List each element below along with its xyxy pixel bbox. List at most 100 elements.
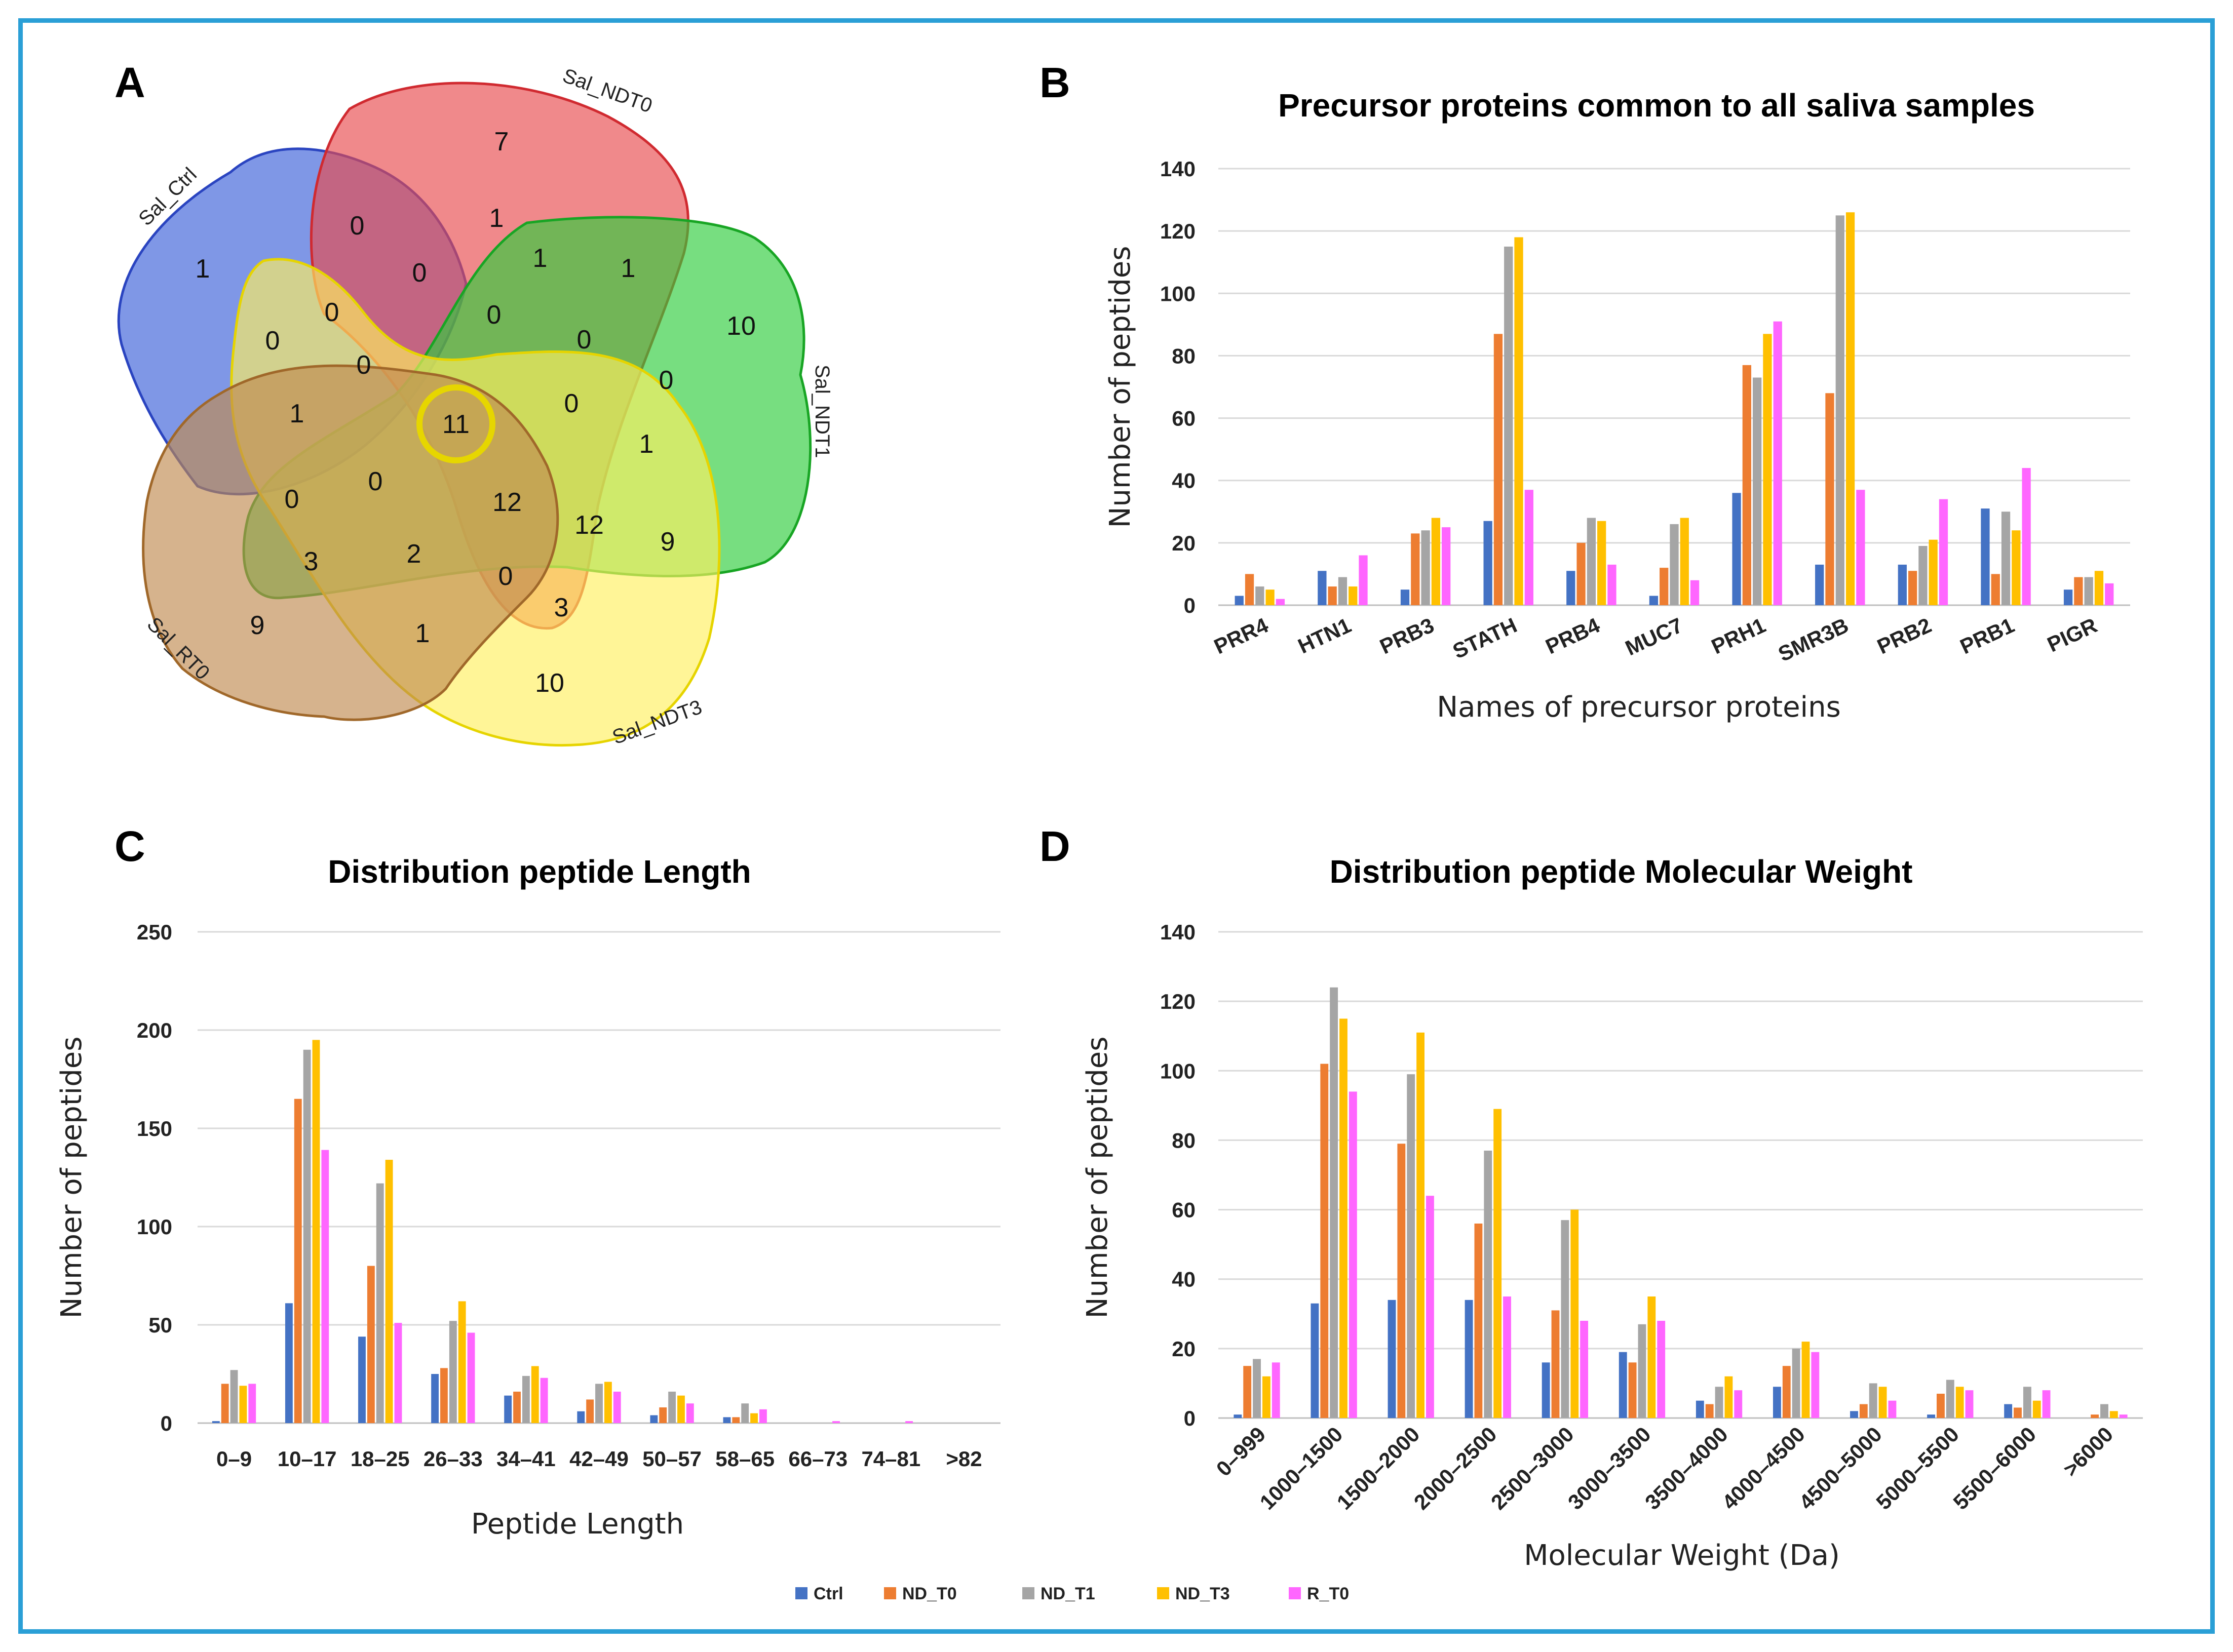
venn-value: 9: [661, 527, 675, 557]
y-tick-label: 100: [137, 1215, 172, 1239]
venn-value: 3: [554, 593, 569, 622]
bar-nd-t0: [1742, 365, 1751, 605]
bar-r-t0: [1690, 580, 1700, 605]
bar-ctrl: [1696, 1400, 1704, 1418]
x-tick-label: 4500–5000: [1794, 1422, 1886, 1514]
x-tick-label: >6000: [2059, 1422, 2118, 1481]
legend-label: ND_T1: [1041, 1584, 1095, 1603]
panel-label-c: C: [114, 822, 145, 870]
bar-nd-t3: [2032, 1400, 2041, 1418]
bar-nd-t3: [531, 1366, 539, 1423]
x-tick-label: 34–41: [496, 1447, 556, 1471]
bar-nd-t0: [732, 1417, 740, 1423]
bar-nd-t3: [1431, 518, 1441, 605]
bar-r-t0: [1272, 1362, 1280, 1418]
bar-nd-t3: [1597, 521, 1606, 605]
bar-nd-t0: [367, 1266, 375, 1423]
bar-ctrl: [1465, 1300, 1473, 1418]
y-tick-label: 100: [1160, 282, 1196, 305]
legend-swatch: [1157, 1587, 1169, 1599]
bar-ctrl: [1619, 1352, 1627, 1418]
venn-value: 10: [726, 311, 756, 341]
venn-value: 1: [415, 619, 430, 648]
bar-ctrl: [577, 1411, 585, 1423]
bar-nd-t3: [1845, 212, 1855, 605]
bar-nd-t0: [1660, 568, 1669, 605]
bar-ctrl: [1235, 596, 1244, 605]
bar-nd-t3: [1262, 1376, 1270, 1418]
bar-nd-t3: [677, 1395, 685, 1423]
bar-ctrl: [1815, 564, 1824, 605]
bar-nd-t3: [1416, 1032, 1424, 1418]
x-tick-label: 0–999: [1212, 1422, 1270, 1481]
y-tick-label: 150: [137, 1117, 172, 1140]
x-tick-label: PRB3: [1376, 613, 1437, 659]
y-tick-label: 250: [137, 920, 172, 944]
bar-nd-t1: [741, 1403, 749, 1423]
y-tick-label: 0: [1184, 1406, 1196, 1430]
bar-r-t0: [1524, 490, 1533, 605]
x-tick-label: 5500–6000: [1948, 1422, 2040, 1514]
y-axis-label: Number of peptides: [1104, 246, 1137, 528]
y-tick-label: 140: [1160, 920, 1196, 944]
legend: Ctrl ND_T0 ND_T1 ND_T3 R_T0: [795, 1584, 1349, 1603]
venn-value: 1: [290, 399, 304, 428]
bar-nd-t0: [1328, 586, 1337, 605]
bar-nd-t0: [1628, 1362, 1637, 1418]
chart-title: Distribution peptide Length: [328, 853, 751, 890]
bar-r-t0: [759, 1409, 767, 1423]
bar-r-t0: [613, 1391, 621, 1423]
bar-nd-t0: [2074, 577, 2083, 605]
bar-ctrl: [358, 1336, 366, 1423]
venn-value: 10: [535, 668, 564, 698]
bar-nd-t0: [586, 1399, 594, 1423]
x-tick-label: 58–65: [715, 1447, 775, 1471]
bar-r-t0: [2105, 583, 2114, 605]
bar-r-t0: [1426, 1196, 1434, 1418]
bar-r-t0: [2022, 468, 2031, 605]
venn-value: 1: [196, 254, 210, 284]
bar-r-t0: [1888, 1400, 1897, 1418]
bar-nd-t0: [1705, 1404, 1714, 1418]
bar-nd-t3: [2109, 1411, 2118, 1418]
venn-value: 12: [492, 488, 522, 517]
y-tick-label: 20: [1172, 531, 1196, 555]
x-tick-label: PRH1: [1708, 613, 1769, 659]
x-tick-label: PRB2: [1873, 613, 1935, 659]
venn-value: 1: [533, 244, 548, 273]
venn-diagram: Sal_Ctrl Sal_NDT0 Sal_NDT1 Sal_NDT3 Sal_…: [117, 64, 833, 749]
venn-value: 2: [407, 539, 421, 569]
bar-nd-t1: [522, 1375, 530, 1423]
bar-nd-t1: [1561, 1220, 1569, 1418]
bar-nd-t0: [1411, 533, 1420, 605]
chart-molecular-weight: Distribution peptide Molecular Weight 0 20…: [1081, 853, 2143, 1572]
venn-value: 0: [577, 325, 592, 355]
x-tick-label: 5000–5500: [1871, 1422, 1963, 1514]
bar-r-t0: [832, 1421, 840, 1423]
venn-value: 0: [285, 485, 299, 514]
legend-swatch: [1289, 1587, 1301, 1599]
bar-ctrl: [1542, 1362, 1550, 1418]
bar-nd-t3: [1493, 1109, 1502, 1418]
bar-r-t0: [1734, 1390, 1743, 1418]
venn-value: 1: [639, 429, 654, 459]
venn-value: 0: [412, 258, 427, 288]
chart-title: Distribution peptide Molecular Weight: [1330, 853, 1913, 890]
bar-nd-t3: [1570, 1209, 1579, 1418]
bar-nd-t3: [1929, 539, 1938, 605]
bar-r-t0: [1773, 321, 1782, 605]
y-tick-label: 140: [1160, 157, 1196, 181]
bar-nd-t0: [659, 1407, 667, 1423]
chart-title: Precursor proteins common to all saliva …: [1278, 87, 2035, 124]
bar-nd-t3: [1763, 334, 1772, 605]
x-tick-label: STATH: [1449, 613, 1520, 663]
bar-nd-t1: [1670, 524, 1679, 605]
bar-ctrl: [723, 1417, 731, 1423]
bar-nd-t1: [1918, 546, 1928, 605]
bar-nd-t1: [1484, 1151, 1492, 1418]
bar-nd-t3: [1724, 1376, 1733, 1418]
bar-nd-t1: [230, 1370, 238, 1423]
bar-nd-t1: [1869, 1383, 1877, 1418]
x-tick-label: >82: [946, 1447, 982, 1471]
